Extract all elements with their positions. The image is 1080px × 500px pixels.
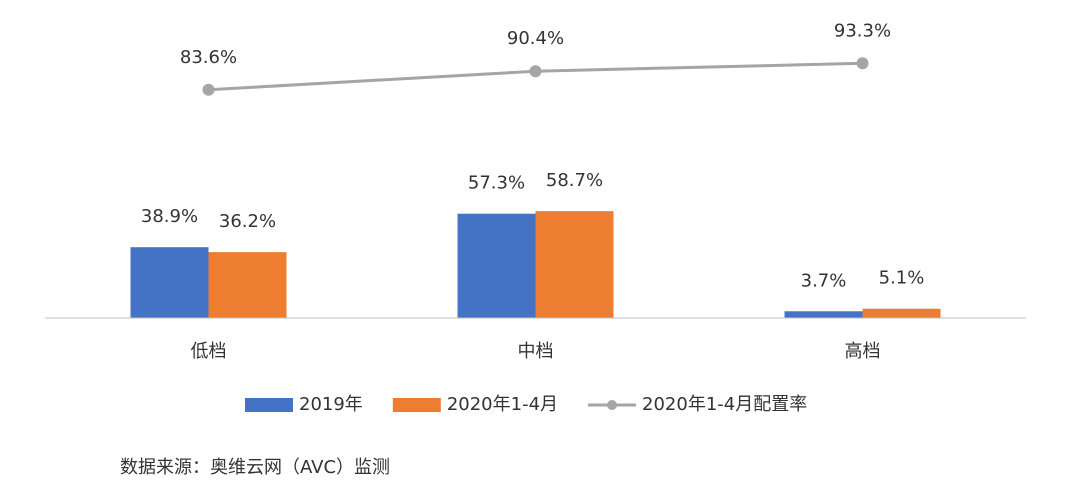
legend-label: 2019年 — [299, 394, 363, 415]
bar — [457, 213, 536, 318]
line-point — [529, 65, 542, 78]
source-note: 数据来源：奥维云网（AVC）监测 — [120, 457, 390, 478]
legend-swatch — [607, 400, 618, 410]
legend-label: 2020年1-4月 — [447, 394, 558, 415]
line-point — [202, 83, 215, 96]
bar — [535, 211, 614, 318]
line-point — [856, 57, 869, 70]
x-tick-label: 中档 — [518, 341, 554, 362]
data-label: 58.7% — [546, 170, 603, 191]
bar — [130, 247, 209, 318]
x-tick-label: 低档 — [191, 341, 227, 362]
legend-swatch — [392, 398, 441, 412]
data-label: 57.3% — [468, 173, 525, 194]
x-tick-label: 高档 — [845, 341, 881, 362]
data-label: 5.1% — [879, 268, 925, 289]
bar — [862, 308, 941, 318]
data-label: 38.9% — [141, 206, 198, 227]
legend-label: 2020年1-4月配置率 — [642, 394, 807, 415]
bar — [208, 252, 287, 318]
legend-swatch — [245, 398, 293, 412]
data-label: 93.3% — [834, 20, 891, 41]
data-label: 36.2% — [219, 211, 276, 232]
bar — [784, 311, 863, 318]
data-label: 83.6% — [180, 47, 237, 68]
data-label: 90.4% — [507, 28, 564, 49]
data-label: 3.7% — [801, 270, 847, 291]
